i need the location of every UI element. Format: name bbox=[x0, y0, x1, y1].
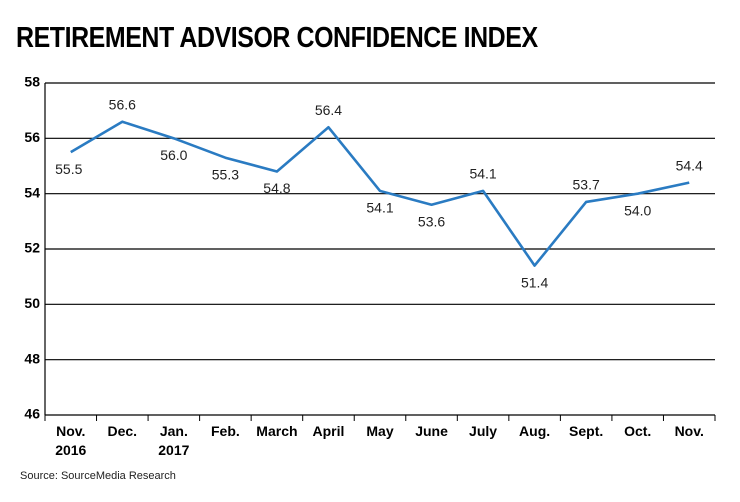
data-label: 54.8 bbox=[263, 180, 290, 196]
data-label: 54.0 bbox=[624, 202, 651, 218]
data-label: 54.4 bbox=[676, 157, 703, 173]
data-label: 56.4 bbox=[315, 102, 342, 118]
x-tick-label: April bbox=[312, 423, 345, 439]
data-label: 53.6 bbox=[418, 213, 445, 229]
x-tick-label: June bbox=[415, 423, 448, 439]
x-tick-label: Dec. bbox=[107, 423, 138, 439]
line bbox=[70, 120, 690, 267]
y-tick-label: 52 bbox=[24, 240, 40, 256]
data-label: 54.1 bbox=[469, 166, 496, 182]
x-tick-label: Oct. bbox=[624, 423, 652, 439]
x-tick-label: March bbox=[256, 423, 298, 439]
data-label: 55.3 bbox=[212, 166, 239, 182]
source-note: Source: SourceMedia Research bbox=[20, 470, 176, 482]
data-label: 56.6 bbox=[109, 96, 136, 112]
data-label: 53.7 bbox=[573, 177, 600, 193]
x-tick-label: Sept. bbox=[569, 423, 604, 439]
y-tick-label: 54 bbox=[24, 184, 40, 200]
x-tick-label: July bbox=[469, 423, 498, 439]
x-tick-label: Nov. 2016 bbox=[55, 423, 87, 458]
x-tick-label: Nov. bbox=[674, 423, 704, 439]
x-tick-label: Jan. 2017 bbox=[158, 423, 190, 458]
x-tick-label: May bbox=[366, 423, 394, 439]
y-tick-label: 46 bbox=[24, 406, 40, 422]
x-tick-label: Feb. bbox=[210, 423, 240, 439]
y-tick-label: 58 bbox=[24, 74, 40, 90]
data-label: 55.5 bbox=[55, 161, 82, 177]
x-tick-label: Aug. bbox=[519, 423, 551, 439]
data-label: 56.0 bbox=[160, 147, 187, 163]
y-tick-label: 48 bbox=[24, 350, 40, 366]
chart-title: RETIREMENT ADVISOR CONFIDENCE INDEX bbox=[16, 22, 538, 54]
data-label: 51.4 bbox=[521, 274, 548, 290]
y-tick-label: 50 bbox=[24, 295, 40, 311]
y-tick-label: 56 bbox=[24, 129, 40, 145]
data-label: 54.1 bbox=[366, 200, 393, 216]
